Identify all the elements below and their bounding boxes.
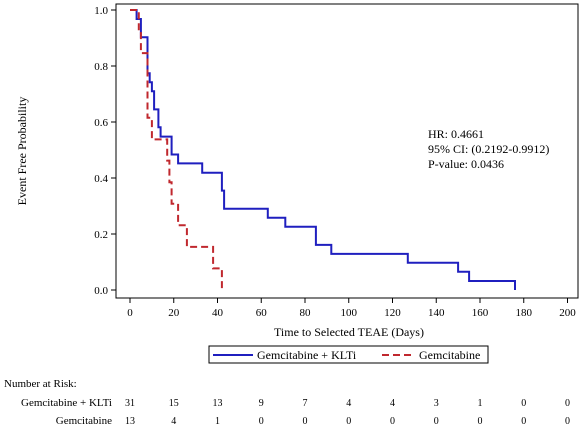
series-line-0: [130, 9, 516, 290]
risk-value: 0: [521, 398, 526, 409]
risk-value: 1: [478, 398, 483, 409]
legend-label-gem-klti: Gemcitabine + KLTi: [257, 348, 357, 362]
hr-annotation: HR: 0.4661: [428, 127, 484, 141]
x-tick-label: 140: [428, 307, 445, 319]
risk-value: 4: [390, 398, 395, 409]
y-axis-label: Event Free Probability: [15, 97, 29, 206]
risk-value: 0: [565, 398, 570, 409]
risk-value: 0: [259, 416, 264, 427]
y-tick-label: 1.0: [94, 5, 108, 17]
y-tick-label: 0.6: [94, 117, 108, 129]
risk-table-title: Number at Risk:: [4, 378, 77, 390]
risk-value: 4: [171, 416, 176, 427]
risk-value: 9: [259, 398, 264, 409]
y-tick-label: 0.8: [94, 61, 108, 73]
risk-row-label-gem-klti: Gemcitabine + KLTi: [21, 397, 112, 409]
risk-value: 4: [346, 398, 351, 409]
y-tick-label: 0.2: [94, 229, 108, 241]
risk-value: 15: [169, 398, 179, 409]
legend-label-gem: Gemcitabine: [419, 348, 480, 362]
x-tick-label: 200: [559, 307, 576, 319]
risk-value: 0: [521, 416, 526, 427]
x-tick-label: 0: [127, 307, 133, 319]
risk-value: 31: [125, 398, 135, 409]
x-tick-label: 180: [516, 307, 533, 319]
plot-frame: [115, 3, 579, 299]
x-tick-label: 60: [256, 307, 268, 319]
risk-row-label-gem: Gemcitabine: [56, 415, 112, 427]
x-axis: 0 20 40 60 80 100 120 140 160 180 200: [127, 298, 576, 319]
y-tick-label: 0.4: [94, 173, 108, 185]
x-tick-label: 120: [384, 307, 401, 319]
risk-value: 3: [434, 398, 439, 409]
risk-value: 13: [213, 398, 223, 409]
x-tick-label: 160: [472, 307, 489, 319]
x-tick-label: 100: [341, 307, 358, 319]
y-axis: 0.0 0.2 0.4 0.6 0.8 1.0: [94, 5, 116, 297]
risk-value: 0: [303, 416, 308, 427]
risk-value: 0: [346, 416, 351, 427]
y-tick-label: 0.0: [94, 285, 108, 297]
risk-value: 0: [478, 416, 483, 427]
risk-value: 0: [565, 416, 570, 427]
risk-value: 0: [434, 416, 439, 427]
series-layer: [130, 9, 516, 290]
risk-value: 7: [303, 398, 308, 409]
ci-annotation: 95% CI: (0.2192-0.9912): [428, 142, 549, 156]
legend-box: [208, 345, 489, 364]
x-tick-label: 20: [168, 307, 180, 319]
x-tick-label: 80: [300, 307, 312, 319]
risk-values: 31 15 13 9 7 4 4 3 1 0 013 4 1 0 0 0 0 0 0 0 0: [125, 398, 570, 427]
legend: Gemcitabine + KLTi Gemcitabine: [208, 345, 489, 364]
risk-value: 1: [215, 416, 220, 427]
x-tick-label: 40: [212, 307, 224, 319]
pvalue-annotation: P-value: 0.0436: [428, 157, 504, 171]
risk-value: 13: [125, 416, 135, 427]
stats-annotation: HR: 0.4661 95% CI: (0.2192-0.9912) P-val…: [428, 127, 549, 171]
series-line-1: [130, 9, 223, 290]
x-axis-label: Time to Selected TEAE (Days): [274, 325, 424, 339]
risk-value: 0: [390, 416, 395, 427]
